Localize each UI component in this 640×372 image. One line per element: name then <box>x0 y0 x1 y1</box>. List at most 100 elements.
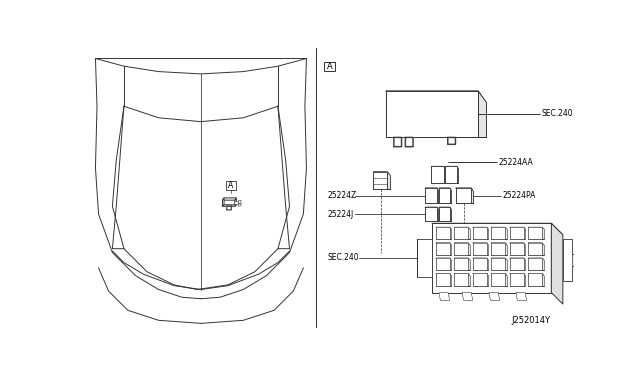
Polygon shape <box>425 188 437 203</box>
Polygon shape <box>447 144 456 145</box>
Polygon shape <box>492 227 505 240</box>
Polygon shape <box>492 243 507 245</box>
Polygon shape <box>509 227 524 240</box>
Polygon shape <box>492 273 505 286</box>
Polygon shape <box>542 243 543 255</box>
Polygon shape <box>425 207 437 221</box>
Polygon shape <box>542 273 543 286</box>
Polygon shape <box>405 146 413 147</box>
Polygon shape <box>486 243 488 255</box>
Polygon shape <box>425 188 427 203</box>
Polygon shape <box>473 243 486 255</box>
Polygon shape <box>509 273 524 286</box>
Polygon shape <box>431 166 444 183</box>
Polygon shape <box>431 166 444 169</box>
Polygon shape <box>425 188 438 191</box>
Polygon shape <box>486 227 488 240</box>
Polygon shape <box>454 227 468 240</box>
Polygon shape <box>227 209 232 210</box>
Polygon shape <box>492 227 507 230</box>
Polygon shape <box>524 258 525 270</box>
Polygon shape <box>455 137 456 145</box>
Polygon shape <box>492 243 493 255</box>
Polygon shape <box>473 243 488 245</box>
Text: 25224AA: 25224AA <box>499 158 534 167</box>
Polygon shape <box>473 273 474 286</box>
Polygon shape <box>542 227 543 240</box>
Polygon shape <box>524 273 525 286</box>
Polygon shape <box>528 273 530 286</box>
Polygon shape <box>492 258 507 260</box>
Polygon shape <box>528 258 542 270</box>
Text: 25224J: 25224J <box>328 209 355 218</box>
Text: J252014Y: J252014Y <box>511 316 550 325</box>
Polygon shape <box>239 203 241 206</box>
Polygon shape <box>450 243 451 255</box>
Polygon shape <box>436 273 450 286</box>
Polygon shape <box>439 293 450 300</box>
Polygon shape <box>505 243 507 255</box>
Polygon shape <box>405 137 413 138</box>
Polygon shape <box>425 207 427 221</box>
Bar <box>324 62 335 71</box>
Text: A: A <box>228 181 234 190</box>
Polygon shape <box>425 207 438 210</box>
Polygon shape <box>450 188 451 203</box>
Polygon shape <box>509 227 525 230</box>
Polygon shape <box>516 293 527 300</box>
Polygon shape <box>473 243 474 255</box>
Polygon shape <box>509 258 511 270</box>
Polygon shape <box>524 227 525 240</box>
Polygon shape <box>405 137 406 147</box>
Polygon shape <box>450 207 451 221</box>
Text: SEC.240: SEC.240 <box>328 253 360 262</box>
Polygon shape <box>528 258 530 270</box>
Polygon shape <box>492 273 493 286</box>
Polygon shape <box>439 188 440 203</box>
Bar <box>227 181 236 190</box>
Polygon shape <box>456 188 471 203</box>
Polygon shape <box>454 273 456 286</box>
Polygon shape <box>454 258 468 270</box>
Polygon shape <box>528 243 530 255</box>
Polygon shape <box>572 254 580 266</box>
Polygon shape <box>432 223 551 293</box>
Polygon shape <box>387 172 390 189</box>
Polygon shape <box>439 207 450 221</box>
Polygon shape <box>528 258 543 260</box>
Polygon shape <box>432 223 563 235</box>
Polygon shape <box>454 258 470 260</box>
Polygon shape <box>528 243 543 245</box>
Polygon shape <box>436 243 450 255</box>
Polygon shape <box>450 273 451 286</box>
Polygon shape <box>505 258 507 270</box>
Polygon shape <box>528 227 543 230</box>
Polygon shape <box>454 227 456 240</box>
Polygon shape <box>436 273 437 286</box>
Polygon shape <box>445 166 456 183</box>
Polygon shape <box>509 258 524 270</box>
Polygon shape <box>492 258 505 270</box>
Polygon shape <box>439 188 450 203</box>
Polygon shape <box>505 227 507 240</box>
Polygon shape <box>436 258 437 270</box>
Polygon shape <box>454 273 468 286</box>
Polygon shape <box>386 91 478 137</box>
Polygon shape <box>436 258 451 260</box>
Polygon shape <box>473 258 474 270</box>
Polygon shape <box>486 273 488 286</box>
Polygon shape <box>456 188 473 191</box>
Polygon shape <box>447 137 448 145</box>
Polygon shape <box>447 137 456 138</box>
Polygon shape <box>468 273 470 286</box>
Polygon shape <box>509 243 525 245</box>
Polygon shape <box>394 137 402 138</box>
Polygon shape <box>509 273 511 286</box>
Text: 25224PA: 25224PA <box>503 191 536 200</box>
Polygon shape <box>436 243 437 255</box>
Text: 25224Z: 25224Z <box>328 191 357 200</box>
Polygon shape <box>473 227 486 240</box>
Polygon shape <box>468 243 470 255</box>
Polygon shape <box>473 273 486 286</box>
Polygon shape <box>373 172 387 189</box>
